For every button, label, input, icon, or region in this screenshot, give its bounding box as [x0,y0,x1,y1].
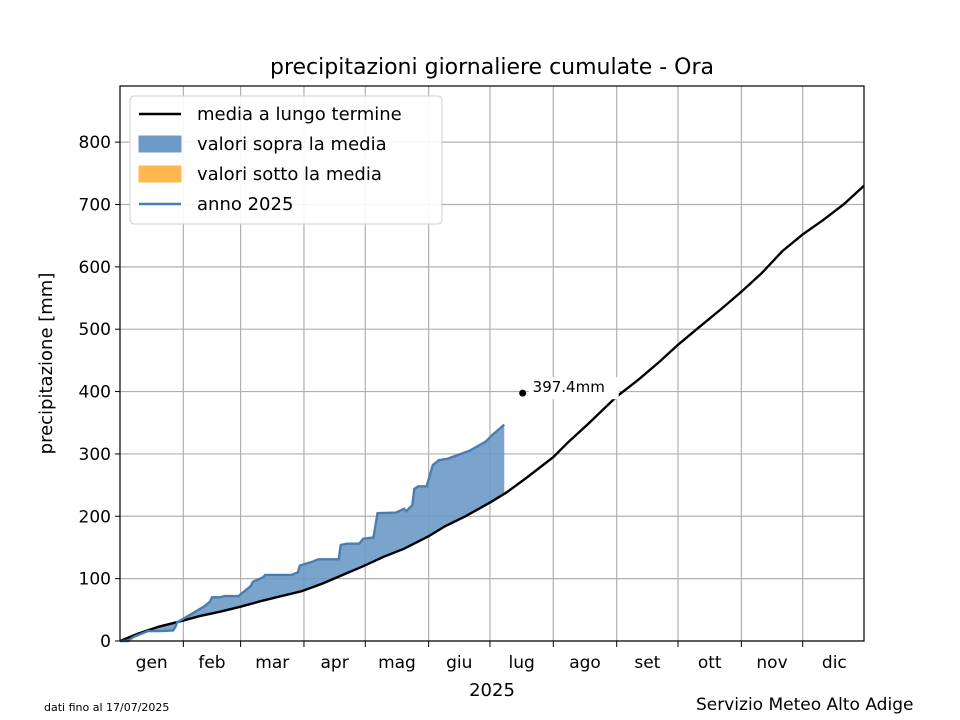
x-tick-label: lug [508,653,534,673]
y-axis-label: precipitazione [mm] [36,273,57,455]
y-tick-label: 100 [79,570,111,590]
x-tick-label: set [634,653,660,673]
source-credit: Servizio Meteo Alto Adige [696,695,914,715]
x-tick-label: ago [569,653,601,673]
y-tick-label: 300 [79,445,111,465]
x-tick-label: dic [822,653,847,673]
x-tick-label: gen [136,653,168,673]
series-line-2025 [120,423,506,643]
area-above-mean [120,424,505,641]
x-tick-label: mar [255,653,289,673]
y-tick-label: 200 [79,507,111,527]
plot-frame [119,85,865,642]
legend-label: valori sotto la media [197,164,382,185]
y-tick-label: 0 [100,632,111,652]
current-value-marker [519,389,527,397]
x-tick-label: feb [198,653,225,673]
x-tick-label: giu [446,653,472,673]
annotation-label: 397.4mm [533,378,605,396]
data-date-note: dati fino al 17/07/2025 [44,701,170,714]
x-axis-label: 2025 [469,680,515,701]
legend-swatch-patch [138,135,182,153]
y-tick-label: 700 [79,195,111,215]
legend: media a lungo termine valori sopra la med… [129,95,443,225]
y-tick-label: 600 [79,258,111,278]
legend-swatch-patch [138,165,182,183]
x-tick-label: ott [698,653,722,673]
x-tick-label: nov [756,653,787,673]
annotation-box [528,377,619,400]
y-tick-label: 500 [79,320,111,340]
legend-label: media a lungo termine [197,104,402,125]
legend-label: anno 2025 [197,194,293,215]
y-tick-label: 400 [79,383,111,403]
x-tick-label: mag [378,653,416,673]
y-tick-label: 800 [79,133,111,153]
chart-title: precipitazioni giornaliere cumulate - Or… [270,55,714,80]
x-tick-label: apr [321,653,349,673]
legend-label: valori sopra la media [197,134,387,155]
series-line-mean [119,184,865,643]
legend-box [129,95,443,225]
